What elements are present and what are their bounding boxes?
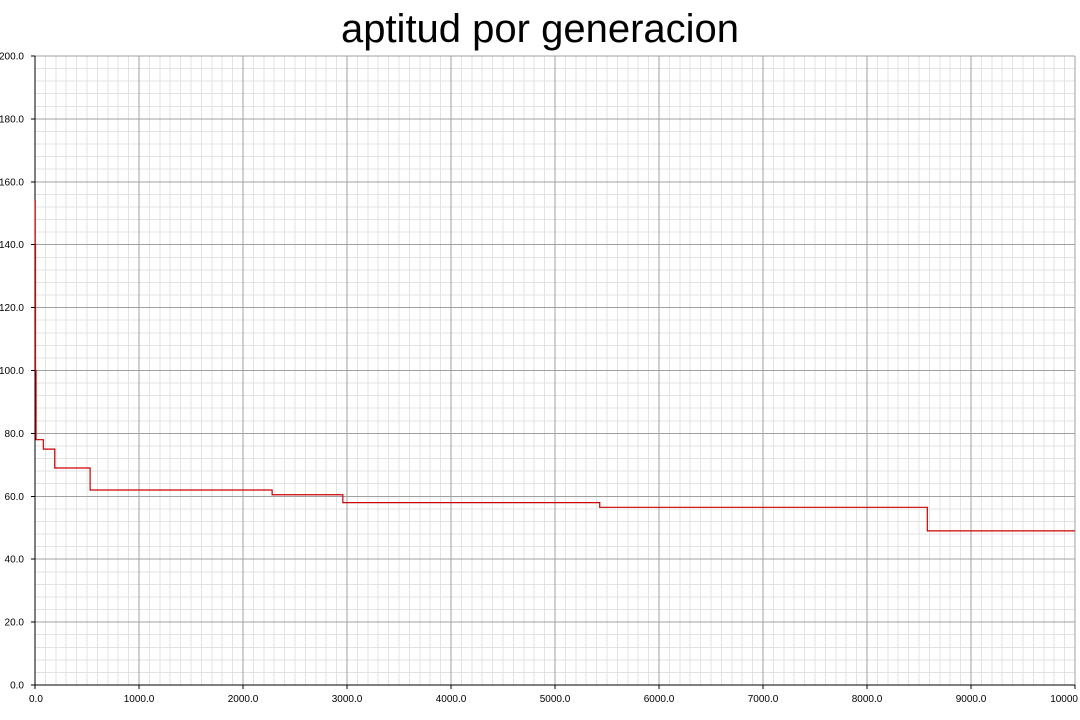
- x-tick-label: 4000.0: [436, 694, 467, 705]
- y-tick-label: 20.0: [5, 618, 25, 629]
- x-tick-label: 10000: [1050, 694, 1078, 705]
- major-grid: [34, 55, 1076, 686]
- x-tick-label: 1000.0: [124, 694, 155, 705]
- series-layer: [34, 200, 1075, 532]
- x-tick-label: 9000.0: [956, 694, 987, 705]
- y-tick-label: 100.0: [0, 366, 24, 377]
- chart-title: aptitud por generacion: [340, 7, 740, 51]
- y-tick-label: 180.0: [0, 114, 24, 125]
- y-tick-label: 60.0: [5, 492, 25, 503]
- x-tick-label: 3000.0: [332, 694, 363, 705]
- y-tick-label: 140.0: [0, 240, 24, 251]
- x-tick-labels: 0.0 1000.0 2000.0 3000.0 4000.0 5000.0 6000.0 7…: [29, 694, 1078, 705]
- x-tick-label: 2000.0: [228, 694, 259, 705]
- y-tick-label: 0.0: [10, 681, 24, 692]
- x-tick-label: 7000.0: [748, 694, 779, 705]
- y-tick-label: 40.0: [5, 555, 25, 566]
- axes: [31, 55, 1076, 689]
- x-tick-label: 0.0: [29, 694, 43, 705]
- y-tick-label: 120.0: [0, 303, 24, 314]
- x-tick-label: 8000.0: [852, 694, 883, 705]
- x-tick-label: 6000.0: [644, 694, 675, 705]
- y-tick-labels: 0.0 20.0 40.0 60.0 80.0 100.0 120.0 140.0 160.0 1…: [0, 52, 24, 692]
- x-tick-label: 5000.0: [540, 694, 571, 705]
- series-line: [34, 200, 1075, 532]
- y-tick-label: 160.0: [0, 177, 24, 188]
- y-tick-label: 200.0: [0, 52, 24, 63]
- y-tick-label: 80.0: [5, 429, 25, 440]
